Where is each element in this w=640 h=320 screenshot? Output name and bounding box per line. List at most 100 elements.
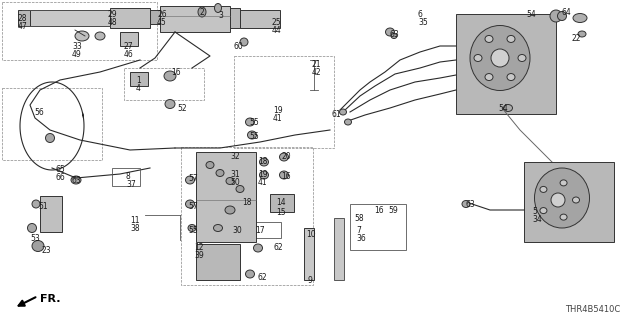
Text: 41: 41 (258, 178, 268, 187)
Text: 17: 17 (255, 226, 264, 235)
Text: 28: 28 (18, 14, 28, 23)
Text: 12: 12 (194, 243, 204, 252)
Text: 48: 48 (108, 18, 118, 27)
Text: 53: 53 (30, 234, 40, 243)
Text: 16: 16 (281, 172, 291, 181)
Text: 20: 20 (281, 152, 291, 161)
Ellipse shape (225, 206, 235, 214)
Ellipse shape (240, 38, 248, 46)
Text: 3: 3 (218, 11, 223, 20)
Ellipse shape (216, 170, 224, 177)
Text: 52: 52 (177, 104, 187, 113)
Bar (2, 2, 157, 60)
Ellipse shape (45, 133, 54, 142)
Text: 39: 39 (194, 251, 204, 260)
Ellipse shape (246, 118, 255, 126)
Ellipse shape (259, 158, 269, 166)
Ellipse shape (280, 153, 289, 161)
Bar (524, 162, 614, 242)
Text: 64: 64 (562, 8, 572, 17)
Text: 42: 42 (312, 68, 322, 77)
Text: 19: 19 (273, 106, 283, 115)
Text: 32: 32 (230, 152, 239, 161)
Ellipse shape (339, 109, 346, 115)
Text: 63: 63 (72, 176, 82, 185)
Text: 54: 54 (498, 104, 508, 113)
Text: THR4B5410C: THR4B5410C (564, 305, 620, 314)
Ellipse shape (578, 31, 586, 37)
Ellipse shape (164, 71, 176, 81)
Text: 1: 1 (136, 76, 141, 85)
Text: 65: 65 (56, 165, 66, 174)
Text: 18: 18 (258, 157, 268, 166)
Text: 14: 14 (276, 198, 285, 207)
Bar (304, 228, 314, 280)
Text: FR.: FR. (40, 294, 61, 304)
Text: 4: 4 (136, 84, 141, 93)
Ellipse shape (560, 180, 567, 186)
Ellipse shape (259, 171, 269, 179)
Text: 25: 25 (272, 18, 282, 27)
Ellipse shape (550, 10, 562, 22)
Text: 23: 23 (42, 246, 52, 255)
Ellipse shape (28, 223, 36, 233)
Text: 11: 11 (130, 216, 140, 225)
Text: 63: 63 (466, 200, 476, 209)
Ellipse shape (198, 7, 206, 17)
Text: 49: 49 (72, 50, 82, 59)
Bar (22, 10, 110, 26)
Ellipse shape (280, 171, 289, 179)
Text: 45: 45 (157, 18, 167, 27)
Text: 34: 34 (532, 215, 541, 224)
Text: 41: 41 (273, 114, 283, 123)
Ellipse shape (540, 208, 547, 213)
Ellipse shape (573, 13, 587, 22)
Text: 29: 29 (108, 10, 118, 19)
Bar (249, 222, 281, 238)
Ellipse shape (491, 49, 509, 67)
Text: 62: 62 (257, 273, 267, 282)
Bar (160, 6, 230, 32)
Ellipse shape (186, 200, 195, 208)
Ellipse shape (214, 4, 221, 12)
Bar (230, 8, 240, 28)
Ellipse shape (462, 201, 470, 207)
Bar (120, 32, 138, 46)
Text: 27: 27 (124, 42, 134, 51)
Text: 7: 7 (356, 226, 361, 235)
Text: 9: 9 (308, 276, 313, 285)
Ellipse shape (474, 54, 482, 61)
Bar (196, 152, 256, 242)
Bar (18, 10, 30, 26)
Text: 16: 16 (374, 206, 383, 215)
Text: 38: 38 (130, 224, 140, 233)
Text: 22: 22 (572, 34, 582, 43)
Text: 58: 58 (354, 214, 364, 223)
Bar (350, 204, 406, 250)
Text: 59: 59 (388, 206, 397, 215)
Text: 10: 10 (306, 230, 316, 239)
Text: 19: 19 (258, 170, 268, 179)
Bar (270, 194, 294, 212)
Bar (240, 10, 280, 28)
Ellipse shape (485, 36, 493, 43)
Ellipse shape (540, 187, 547, 192)
Text: 8: 8 (126, 172, 131, 181)
Text: 50: 50 (230, 178, 240, 187)
Text: 30: 30 (232, 226, 242, 235)
Text: 62: 62 (274, 243, 284, 252)
Text: 55: 55 (249, 132, 259, 141)
Text: 5: 5 (532, 207, 537, 216)
Text: 57: 57 (188, 174, 198, 183)
Ellipse shape (504, 105, 513, 111)
Text: 55: 55 (188, 226, 198, 235)
Ellipse shape (253, 244, 262, 252)
Bar (130, 72, 148, 86)
Bar (2, 88, 102, 160)
Ellipse shape (186, 176, 195, 184)
Text: 31: 31 (230, 170, 239, 179)
Text: 21: 21 (312, 60, 321, 69)
Bar (196, 244, 240, 280)
Ellipse shape (344, 119, 351, 125)
Bar (181, 147, 313, 285)
